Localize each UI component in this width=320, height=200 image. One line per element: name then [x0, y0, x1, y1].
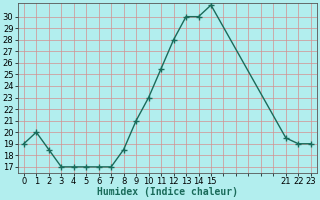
- X-axis label: Humidex (Indice chaleur): Humidex (Indice chaleur): [97, 187, 238, 197]
